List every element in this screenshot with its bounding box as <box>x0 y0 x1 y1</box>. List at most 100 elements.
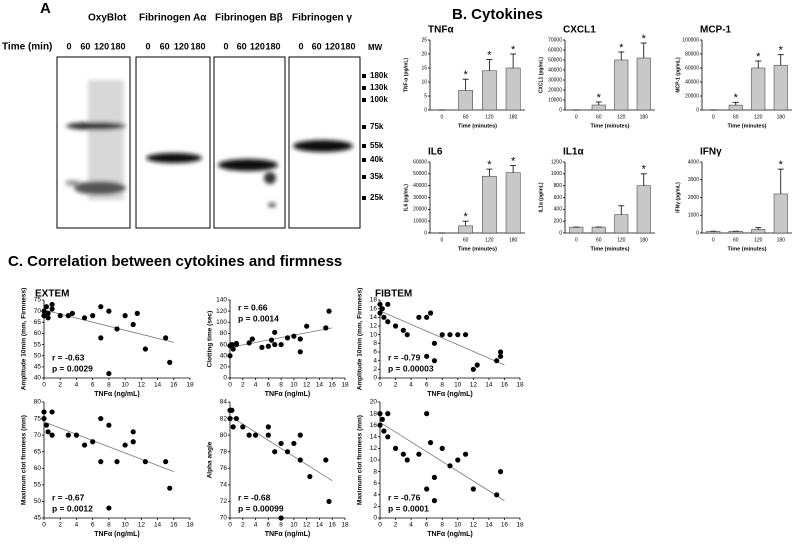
x-tick-label: 6 <box>91 522 95 529</box>
point <box>323 457 329 463</box>
y-axis-label: Alpha angle <box>207 441 214 478</box>
point <box>65 313 71 319</box>
y-tick-label: 70 <box>220 515 228 522</box>
x-tick-label: 8 <box>107 522 111 529</box>
point <box>98 304 104 310</box>
point <box>379 306 385 312</box>
point <box>307 473 313 480</box>
point <box>49 409 55 415</box>
point <box>326 498 332 505</box>
bar <box>751 67 766 111</box>
point <box>431 474 438 480</box>
x-axis-label: TNFα (ng/mL) <box>427 391 473 398</box>
y-tick-label: 60000 <box>413 159 427 165</box>
y-tick-label: 60000 <box>548 47 562 53</box>
point <box>304 323 310 329</box>
trendline <box>43 309 174 343</box>
x-tick-label: 12 <box>138 522 146 529</box>
error-bar <box>510 53 517 68</box>
point <box>323 325 329 331</box>
error-bar <box>618 51 625 60</box>
lane-title: Fibrinogen Bβ <box>215 13 283 24</box>
x-tick-label: 12 <box>470 522 478 529</box>
point <box>41 313 47 319</box>
bar <box>773 64 788 111</box>
point <box>142 459 148 465</box>
x-tick-label: 0 <box>42 522 46 529</box>
bar <box>569 226 584 234</box>
bar <box>773 193 788 234</box>
point <box>462 451 469 457</box>
y-tick-label: 40000 <box>685 79 699 85</box>
point <box>278 341 284 348</box>
lane-time: 120 <box>94 41 109 51</box>
point <box>57 313 63 319</box>
y-tick-label: 55 <box>34 482 42 489</box>
y-axis-label: Maximum clot firmness (mm) <box>357 415 364 505</box>
point <box>45 429 51 435</box>
point <box>424 411 430 417</box>
x-tick-label: 10 <box>454 382 462 389</box>
point <box>130 429 136 435</box>
time-label: Time (min) <box>2 42 52 53</box>
chart-title: IL6 <box>428 147 443 158</box>
y-tick-label: 0 <box>373 375 377 382</box>
lane-time: 0 <box>145 41 150 51</box>
x-tick-label: 0 <box>575 114 578 120</box>
point <box>163 459 169 465</box>
chart-title: IL1α <box>563 147 584 158</box>
error-bar <box>777 54 784 66</box>
x-tick-label: 180 <box>509 114 518 120</box>
y-tick-label: 0 <box>559 230 562 236</box>
lane-time: 0 <box>223 41 228 51</box>
y-tick-label: 1200 <box>551 159 562 165</box>
y-tick-label: 2000 <box>688 195 699 201</box>
point <box>377 310 383 316</box>
x-axis-label: Time (minutes) <box>458 246 497 252</box>
x-tick-label: 14 <box>154 522 162 529</box>
point <box>106 422 112 428</box>
y-tick-label: 45 <box>34 364 42 371</box>
point <box>427 310 434 316</box>
y-tick-label: 200 <box>554 218 563 224</box>
point <box>65 432 71 438</box>
significance-mark: * <box>779 159 784 171</box>
point <box>142 346 148 352</box>
mw-label: MW <box>368 43 383 52</box>
x-tick-label: 6 <box>267 382 271 389</box>
lane-time: 180 <box>340 41 355 51</box>
x-tick-label: 60 <box>733 114 739 120</box>
lane-time: 120 <box>325 41 340 51</box>
x-tick-label: 60 <box>463 114 469 120</box>
y-tick-label: 0 <box>373 515 377 522</box>
mw-tick <box>362 125 366 129</box>
point <box>230 424 236 430</box>
point <box>69 310 75 316</box>
point <box>497 353 504 359</box>
y-tick-label: 16 <box>370 422 378 429</box>
bar <box>482 175 497 234</box>
mw-marker: 75k <box>370 122 384 131</box>
x-tick-label: 4 <box>409 522 413 529</box>
x-axis-label: Time (minutes) <box>590 246 629 252</box>
point <box>455 457 461 463</box>
lane-time: 0 <box>66 41 71 51</box>
y-tick-label: 16 <box>370 305 378 312</box>
point <box>130 321 136 328</box>
point <box>427 440 434 446</box>
point <box>392 445 399 451</box>
lane-time: 60 <box>160 41 170 51</box>
bar <box>505 172 521 234</box>
y-axis-label: MCP-1 (pg/mL) <box>675 57 681 93</box>
x-tick-label: 12 <box>303 522 311 529</box>
x-tick-label: 2 <box>394 522 398 529</box>
bar <box>591 104 606 111</box>
lane-time: 120 <box>174 41 189 51</box>
bar <box>614 214 629 234</box>
significance-mark: * <box>463 69 468 81</box>
y-tick-label: 78 <box>220 448 228 455</box>
point <box>272 449 278 455</box>
